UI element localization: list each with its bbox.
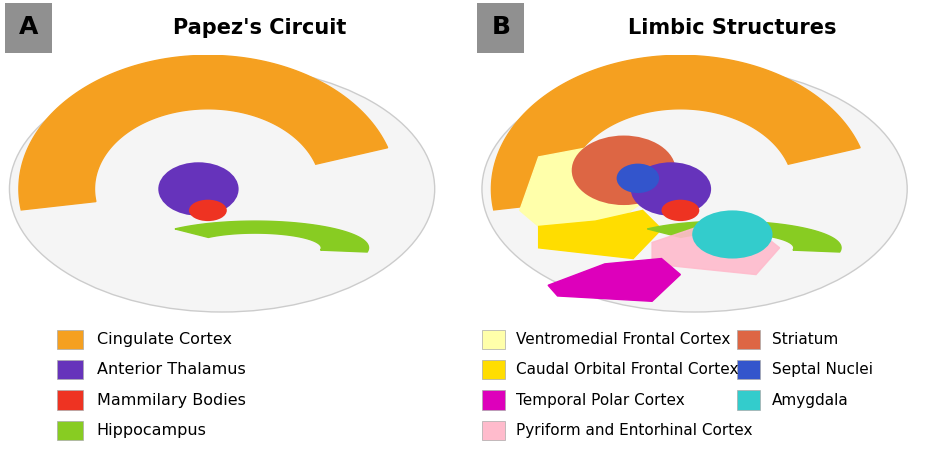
Text: Papez's Circuit: Papez's Circuit bbox=[173, 18, 346, 38]
Text: Hippocampus: Hippocampus bbox=[96, 423, 207, 438]
Text: Striatum: Striatum bbox=[770, 332, 837, 347]
Bar bbox=[736, 330, 759, 349]
Ellipse shape bbox=[615, 164, 659, 193]
Text: Anterior Thalamus: Anterior Thalamus bbox=[96, 362, 245, 377]
Ellipse shape bbox=[9, 66, 434, 312]
Text: Pyriform and Entorhinal Cortex: Pyriform and Entorhinal Cortex bbox=[515, 423, 752, 438]
Text: Cingulate Cortex: Cingulate Cortex bbox=[96, 332, 231, 347]
Text: B: B bbox=[491, 15, 510, 39]
Text: Temporal Polar Cortex: Temporal Polar Cortex bbox=[515, 393, 684, 408]
Bar bbox=[481, 390, 504, 410]
Ellipse shape bbox=[481, 66, 906, 312]
Circle shape bbox=[661, 200, 699, 221]
Text: A: A bbox=[19, 15, 38, 39]
Text: Caudal Orbital Frontal Cortex: Caudal Orbital Frontal Cortex bbox=[515, 362, 738, 377]
Polygon shape bbox=[175, 221, 368, 252]
Polygon shape bbox=[519, 141, 651, 229]
Polygon shape bbox=[651, 226, 779, 275]
Polygon shape bbox=[538, 210, 661, 259]
Ellipse shape bbox=[158, 162, 238, 216]
Ellipse shape bbox=[571, 136, 675, 205]
Polygon shape bbox=[19, 55, 387, 210]
Circle shape bbox=[189, 200, 227, 221]
Bar bbox=[736, 390, 759, 410]
Bar bbox=[57, 360, 83, 379]
Bar bbox=[57, 421, 83, 440]
Ellipse shape bbox=[631, 162, 711, 216]
Bar bbox=[481, 360, 504, 379]
Text: Septal Nuclei: Septal Nuclei bbox=[770, 362, 871, 377]
Bar bbox=[57, 390, 83, 410]
Text: Limbic Structures: Limbic Structures bbox=[628, 18, 835, 38]
Bar bbox=[5, 3, 52, 53]
Text: Ventromedial Frontal Cortex: Ventromedial Frontal Cortex bbox=[515, 332, 730, 347]
Polygon shape bbox=[548, 259, 680, 301]
Text: Mammilary Bodies: Mammilary Bodies bbox=[96, 393, 245, 408]
Polygon shape bbox=[491, 55, 859, 210]
Bar bbox=[57, 330, 83, 349]
Polygon shape bbox=[647, 221, 840, 252]
Ellipse shape bbox=[691, 210, 772, 259]
Text: Amygdala: Amygdala bbox=[770, 393, 848, 408]
Bar bbox=[477, 3, 524, 53]
Bar bbox=[736, 360, 759, 379]
Bar bbox=[481, 330, 504, 349]
Bar bbox=[481, 421, 504, 440]
